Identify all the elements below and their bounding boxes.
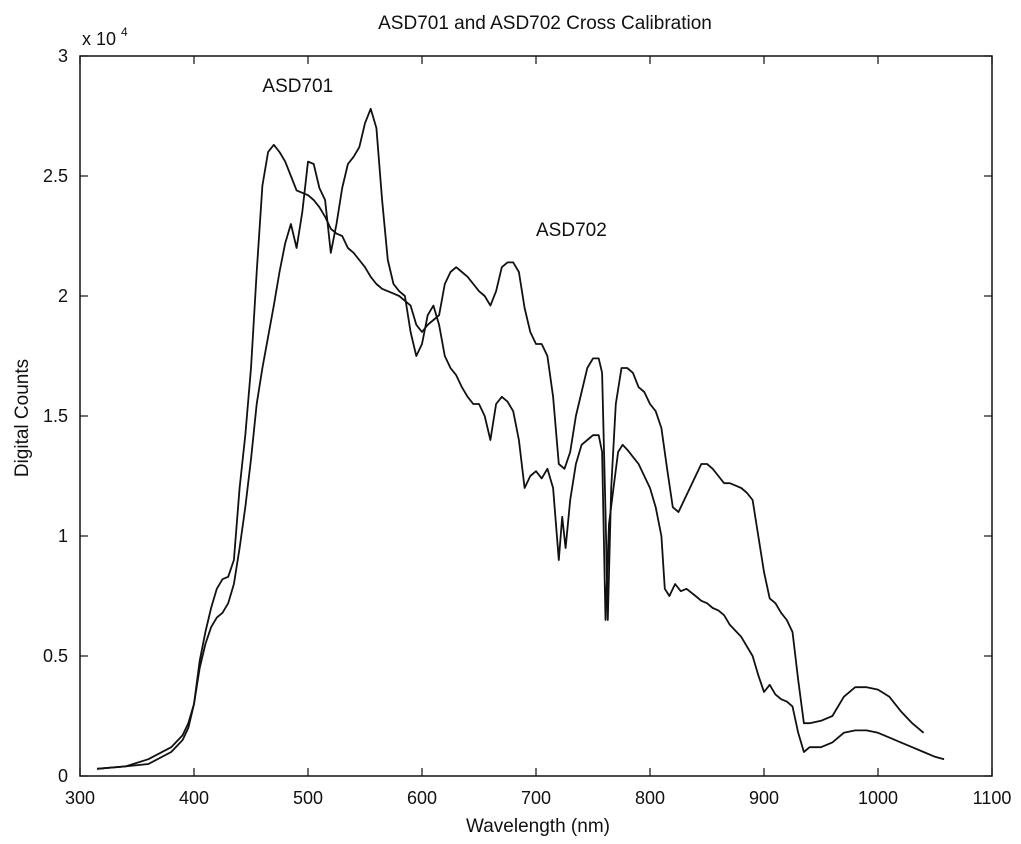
- tick-marks: [79, 55, 993, 777]
- y-multiplier-base: x 10: [82, 29, 116, 49]
- x-tick-label: 600: [407, 788, 437, 808]
- series-line-asd702: [97, 107, 945, 770]
- y-multiplier-exponent: 4: [121, 25, 128, 39]
- x-tick-label: 1100: [973, 788, 1012, 808]
- series-label-asd702: ASD702: [536, 220, 607, 241]
- series-lines: [97, 107, 945, 770]
- y-tick-labels: 0 0.5 1 1.5 2 2.5 3: [43, 46, 68, 786]
- x-tick-label: 800: [635, 788, 665, 808]
- y-tick-label: 0.5: [43, 646, 68, 666]
- x-tick-label: 300: [65, 788, 95, 808]
- plot-area-frame: [79, 55, 993, 777]
- x-tick-label: 400: [179, 788, 209, 808]
- series-line-asd701: [97, 143, 925, 770]
- y-tick-label: 3: [58, 46, 68, 66]
- y-tick-label: 1: [58, 526, 68, 546]
- y-tick-label: 2: [58, 286, 68, 306]
- series-labels: ASD701 ASD702: [262, 76, 606, 241]
- y-tick-label: 0: [58, 766, 68, 786]
- y-axis-label: Digital Counts: [12, 359, 33, 477]
- x-tick-label: 700: [521, 788, 551, 808]
- x-tick-labels: 300 400 500 600 700 800 900 1000 1100: [65, 788, 1011, 808]
- series-label-asd701: ASD701: [262, 76, 333, 97]
- x-tick-label: 1000: [858, 788, 898, 808]
- x-axis-label: Wavelength (nm): [466, 816, 610, 837]
- y-tick-label: 1.5: [43, 406, 68, 426]
- y-tick-label: 2.5: [43, 166, 68, 186]
- x-tick-label: 900: [749, 788, 779, 808]
- x-tick-label: 500: [293, 788, 323, 808]
- chart-title: ASD701 and ASD702 Cross Calibration: [378, 13, 712, 34]
- y-multiplier: x 10 4: [82, 25, 128, 49]
